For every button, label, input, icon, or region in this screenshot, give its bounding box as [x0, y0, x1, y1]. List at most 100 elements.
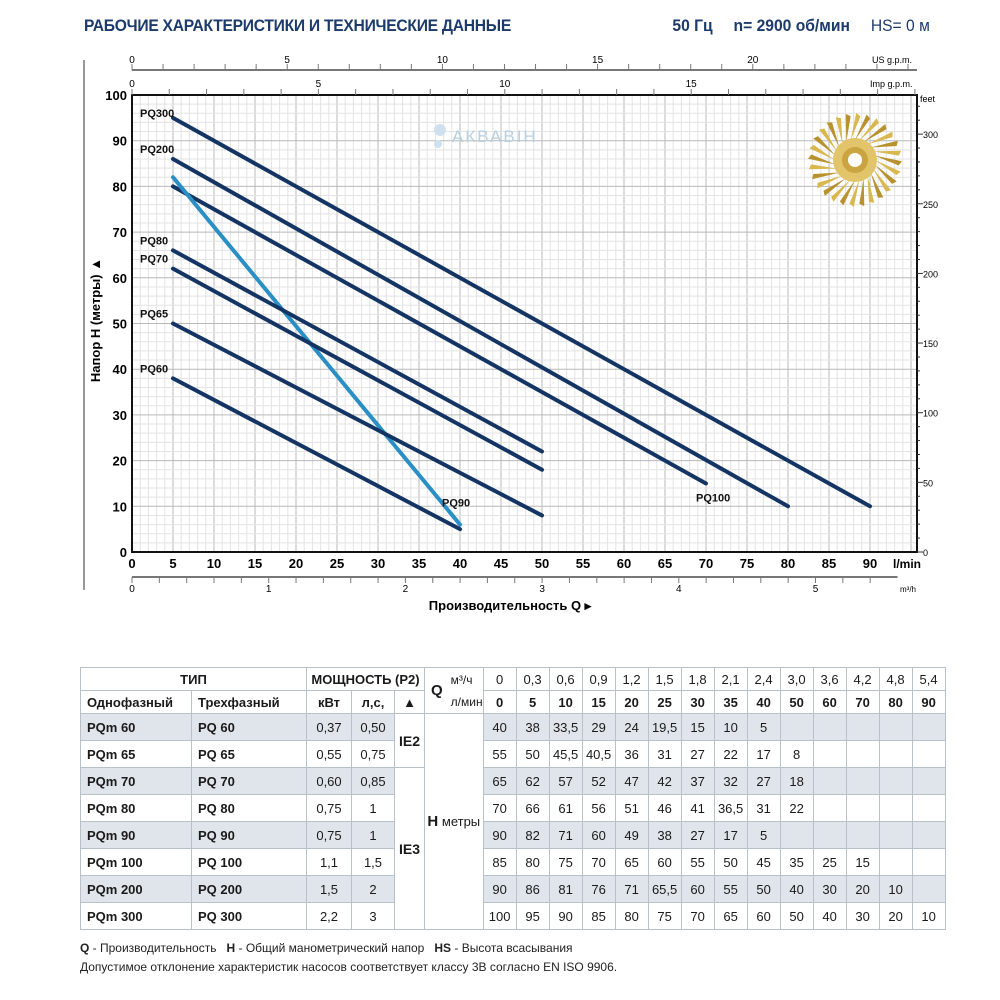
- head-value: 30: [812, 875, 847, 903]
- head-value: 85: [482, 848, 517, 876]
- head-value: 45,5: [548, 740, 583, 768]
- head-value: 29: [581, 713, 616, 741]
- single-phase-model: PQm 200: [80, 875, 192, 903]
- power-kw: 0,60: [306, 767, 352, 795]
- impeller-blade: [813, 136, 836, 156]
- m3h-value: 1,5: [647, 667, 682, 691]
- y-tick-label: 70: [113, 225, 127, 240]
- feet-tick-label: 250: [923, 200, 938, 210]
- single-phase-model: PQm 100: [80, 848, 192, 876]
- lmin-value: 20: [614, 690, 649, 714]
- head-value: 70: [581, 848, 616, 876]
- h-meters-label: H метры: [424, 713, 484, 930]
- efficiency-class-header: ▲: [394, 690, 425, 714]
- head-value: [878, 767, 913, 795]
- header-row: ТИП МОЩНОСТЬ (P2) Qм³/ч л/мин 0 0,3 0,6 0,9 1,2 1…: [80, 667, 946, 714]
- head-value: 90: [482, 821, 517, 849]
- y-tick-label: 100: [105, 88, 127, 103]
- single-phase-model: PQm 300: [80, 902, 192, 930]
- head-value: 80: [515, 848, 550, 876]
- single-phase-model: PQm 60: [80, 713, 192, 741]
- us-gpm-tick-label: 10: [437, 55, 449, 66]
- head-value: 35: [779, 848, 814, 876]
- x-tick-label: 5: [169, 556, 176, 571]
- head-value: 17: [713, 821, 748, 849]
- m3h-tick-label: 1: [266, 584, 272, 595]
- head-value: 81: [548, 875, 583, 903]
- frequency: 50 Гц: [672, 16, 713, 35]
- head-value: 27: [680, 821, 715, 849]
- head-value: 38: [515, 713, 550, 741]
- head-value: 10: [878, 875, 913, 903]
- impeller-blade: [812, 172, 840, 180]
- power-header: МОЩНОСТЬ (P2): [306, 667, 425, 691]
- curve-label: PQ300: [140, 108, 174, 120]
- power-hp: 1,5: [351, 848, 395, 876]
- head-value: 62: [515, 767, 550, 795]
- head-value: [845, 794, 880, 822]
- x-tick-label: 70: [699, 556, 713, 571]
- single-phase-model: PQm 65: [80, 740, 192, 768]
- impeller-hub: [848, 153, 862, 167]
- head-value: 10: [911, 902, 946, 930]
- head-value: 20: [845, 875, 880, 903]
- impeller-blade: [874, 155, 902, 166]
- unit-meters: метры: [441, 814, 481, 829]
- power-hp: 0,85: [351, 767, 395, 795]
- head-value: [812, 713, 847, 741]
- head-value: 40: [482, 713, 517, 741]
- head-value: 90: [548, 902, 583, 930]
- y-tick-label: 30: [113, 408, 127, 423]
- impeller-blade: [808, 154, 836, 165]
- lmin-value: 35: [713, 690, 748, 714]
- head-value: 75: [548, 848, 583, 876]
- m3h-value: 1,2: [614, 667, 649, 691]
- head-value: 42: [647, 767, 682, 795]
- head-value: 5: [746, 713, 781, 741]
- impeller-blade: [849, 179, 860, 207]
- impeller-blade: [826, 122, 840, 148]
- head-value: 55: [713, 875, 748, 903]
- kw-header: кВт: [306, 690, 352, 714]
- head-value: [845, 713, 880, 741]
- x-tick-label: 45: [494, 556, 508, 571]
- head-value: 27: [746, 767, 781, 795]
- head-value: 55: [482, 740, 517, 768]
- x-axis-label: Производительность Q ▸: [429, 598, 593, 613]
- head-value: [878, 794, 913, 822]
- operating-conditions: 50 Гц n= 2900 об/мин HS= 0 м: [656, 16, 930, 36]
- rotation-speed: n= 2900 об/мин: [733, 16, 851, 35]
- impeller-blade: [855, 114, 871, 140]
- q-abbr: Q: [80, 941, 90, 955]
- x-tick-label: 15: [248, 556, 262, 571]
- head-value: [911, 848, 946, 876]
- hp-header: л,с,: [351, 690, 395, 714]
- impeller-blade: [859, 118, 879, 141]
- q-header: Qм³/ч л/мин: [424, 667, 484, 714]
- plot-frame: [131, 94, 918, 553]
- power-hp: 2: [351, 875, 395, 903]
- unit-lmin: л/мин: [450, 694, 483, 709]
- head-value: 82: [515, 821, 550, 849]
- curve-label: PQ70: [140, 254, 168, 266]
- head-value: 60: [581, 821, 616, 849]
- y-tick-label: 40: [113, 362, 127, 377]
- impeller-blade: [808, 164, 837, 170]
- three-phase-model: PQ 70: [191, 767, 307, 795]
- three-phase-model: PQ 100: [191, 848, 307, 876]
- impeller-blade: [870, 140, 898, 148]
- m3h-value: 0,3: [515, 667, 550, 691]
- x-tick-label: 60: [617, 556, 631, 571]
- head-value: 15: [845, 848, 880, 876]
- m3h-value: 5,4: [911, 667, 946, 691]
- power-hp: 1: [351, 794, 395, 822]
- head-value: 41: [680, 794, 715, 822]
- head-value: 31: [647, 740, 682, 768]
- head-value: 19,5: [647, 713, 682, 741]
- curve-pq200: [171, 156, 790, 509]
- x-tick-label: 85: [822, 556, 836, 571]
- curve-pq65: [171, 321, 544, 518]
- curve-label: PQ200: [140, 144, 174, 156]
- head-value: 25: [812, 848, 847, 876]
- head-value: 90: [482, 875, 517, 903]
